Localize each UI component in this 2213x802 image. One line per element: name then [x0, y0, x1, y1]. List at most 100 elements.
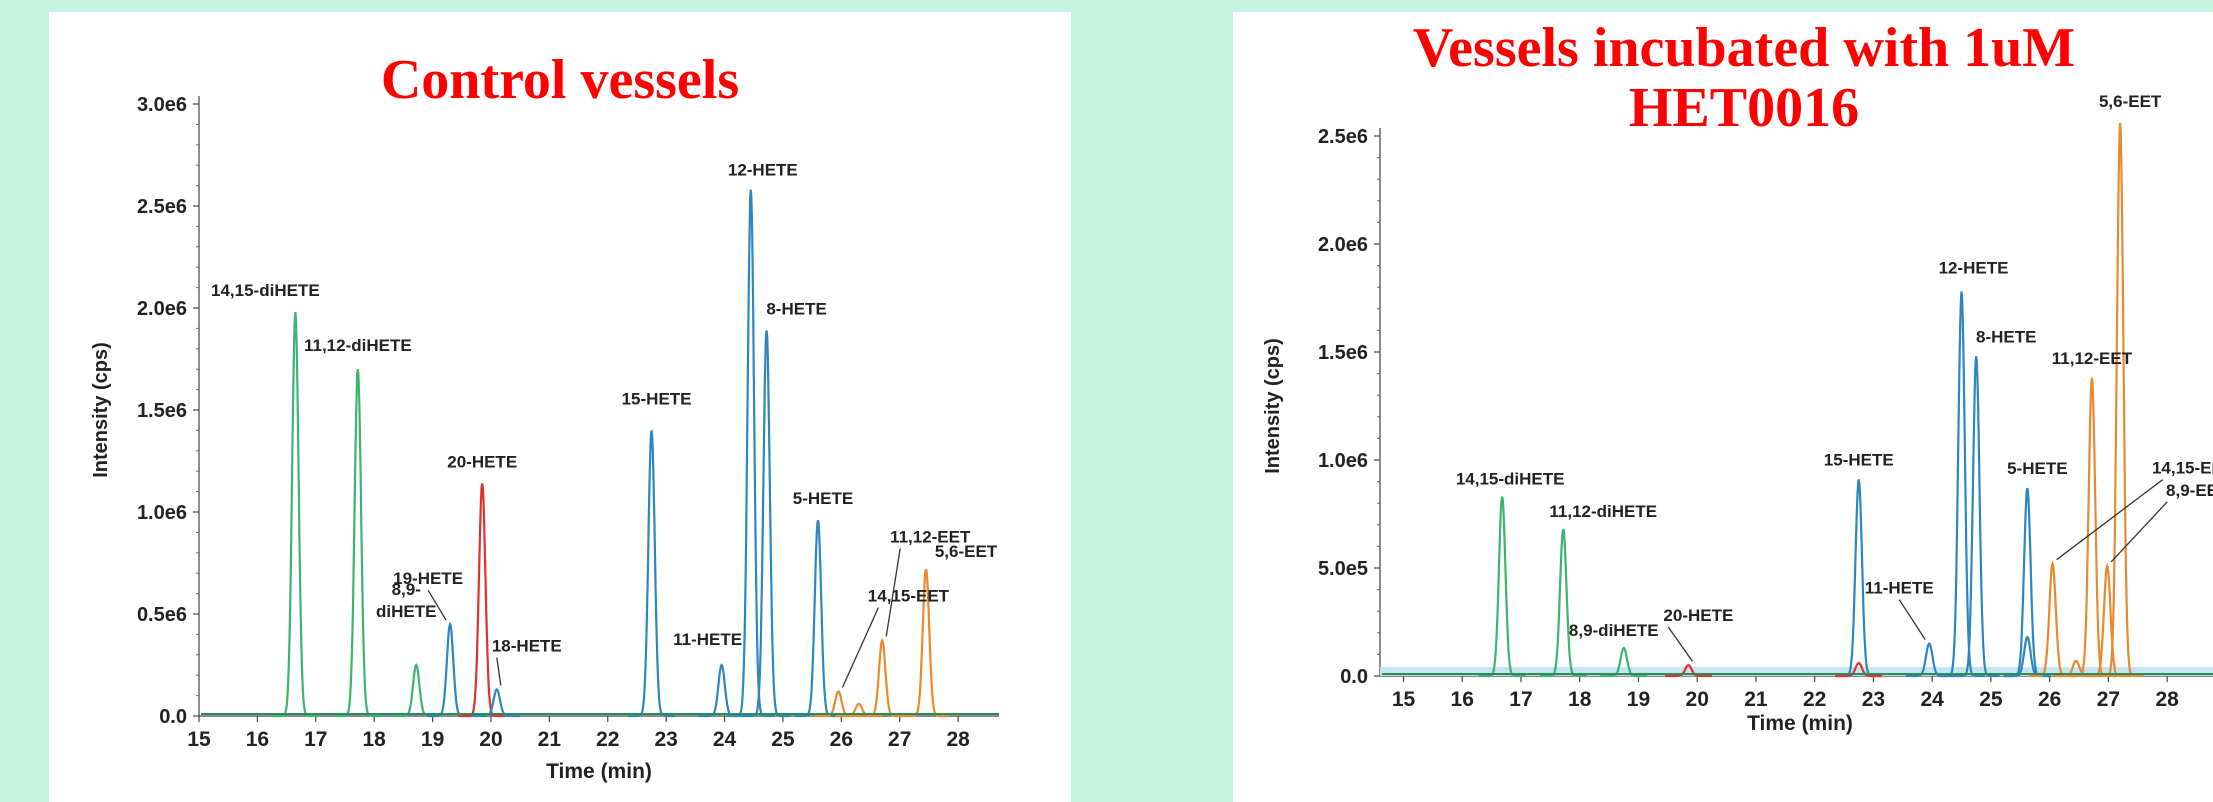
peak-label: 15-HETE [1824, 450, 1894, 469]
peak-trace [473, 688, 521, 718]
peak-label: 5,6-EET [2099, 92, 2162, 111]
x-tick-label: 23 [654, 728, 677, 751]
x-tick-label: 25 [771, 728, 795, 751]
x-tick-label: 18 [1568, 688, 1592, 711]
x-tick-label: 19 [1627, 688, 1650, 711]
x-tick-label: 27 [888, 728, 911, 751]
chromatogram-het0016: 0.0 5.0e5 1.0e6 1.5e6 2.0e6 2.5e6 15 16 17 18 19 20… [1262, 92, 2213, 735]
x-tick-label: 16 [246, 728, 269, 751]
chromatogram-control: 0.0 0.5e6 1.0e6 1.5e6 2.0e6 2.5e6 3.0e6 15 16 17 1… [90, 94, 999, 783]
x-tick-label: 21 [538, 728, 562, 751]
peak-trace [1664, 664, 1712, 678]
peak-label: 8-HETE [766, 299, 826, 318]
x-tick-label: 26 [830, 728, 853, 751]
baseline-band [1380, 667, 2213, 676]
chart-title-line-2: HET0016 [1628, 77, 1860, 139]
peak-trace [628, 430, 675, 718]
x-tick-label: 25 [1979, 688, 2003, 711]
peak-leader-line [1667, 626, 1693, 662]
peak-trace [458, 483, 506, 718]
peak-label: 8-HETE [1976, 327, 2036, 346]
peak-trace [698, 663, 745, 718]
x-tick-label: 22 [1803, 688, 1826, 711]
x-tick-label: 21 [1744, 688, 1768, 711]
peak-label: 11,12-diHETE [304, 336, 412, 355]
y-tick-label: 1.0e6 [137, 502, 187, 524]
x-tick-label: 16 [1451, 688, 1474, 711]
x-tick-label: 24 [1920, 688, 1944, 711]
peak-trace [727, 189, 775, 718]
peak-label: 5-HETE [793, 489, 853, 508]
y-tick-label: 1.5e6 [137, 400, 187, 422]
x-tick-label: 26 [2038, 688, 2061, 711]
peak-label: 14,15-EET [2152, 459, 2213, 478]
x-tick-label: 18 [363, 728, 387, 751]
peak-label: 11-HETE [1865, 579, 1934, 598]
peak-leader-line [2056, 479, 2163, 561]
peak-label: 19-HETE [393, 569, 463, 588]
peak-label: 11,12-EET [890, 528, 971, 547]
x-tick-label: 20 [1686, 688, 1709, 711]
peak-trace [2083, 562, 2131, 678]
peak-trace [272, 312, 319, 718]
y-tick-label: 5.0e5 [1318, 558, 1368, 580]
peak-trace [1539, 528, 1587, 678]
x-tick-label: 24 [713, 728, 737, 751]
y-tick-label: 0.5e6 [137, 604, 187, 626]
peak-label: 12-HETE [1939, 259, 2009, 278]
peak-trace [815, 690, 862, 718]
y-tick-label: 3.0e6 [137, 94, 187, 116]
peak-trace [858, 637, 906, 718]
y-tick-label: 2.5e6 [1318, 126, 1368, 148]
peak-label: 14,15-diHETE [211, 281, 320, 300]
y-tick-label: 0.0 [1340, 666, 1368, 688]
peak-trace [392, 663, 440, 718]
x-tick-label: 20 [479, 728, 502, 751]
peak-label: 20-HETE [447, 452, 517, 471]
y-axis-label: Intensity (cps) [1262, 338, 1284, 474]
peak-trace [2029, 560, 2077, 678]
x-tick-label: 27 [2097, 688, 2120, 711]
x-tick-label: 17 [304, 728, 327, 751]
peak-label: 8,9-diHETE [1569, 621, 1659, 640]
peak-trace [1600, 646, 1648, 678]
peak-leader-line [496, 657, 502, 686]
peak-trace [1835, 661, 1883, 678]
x-tick-label: 19 [421, 728, 444, 751]
x-tick-label: 28 [946, 728, 970, 751]
x-axis-label: Time (min) [1747, 712, 1853, 735]
peak-trace [743, 330, 790, 718]
chart-title-line-1: Vessels incubated with 1uM [1412, 17, 2076, 79]
x-tick-label: 22 [596, 728, 619, 751]
peak-trace [2096, 122, 2144, 678]
peak-trace [902, 568, 950, 718]
peak-leader-line [841, 607, 880, 688]
peak-trace [835, 702, 883, 718]
x-tick-label: 23 [1862, 688, 1885, 711]
peak-label: 8,9- [392, 580, 421, 599]
chart-panel-control: Control vessels 0.0 0.5e6 1.0e6 1.5e6 2.0e6 2… [49, 12, 1071, 802]
peak-label: 11,12-EET [2052, 349, 2133, 368]
peak-label: 18-HETE [492, 636, 562, 655]
peak-label: 20-HETE [1663, 606, 1733, 625]
y-axis-label: Intensity (cps) [90, 342, 112, 478]
peak-label: 11-HETE [673, 630, 742, 649]
y-tick-label: 0.0 [159, 706, 187, 728]
peak-label: 5-HETE [2007, 459, 2067, 478]
peak-trace [794, 519, 842, 718]
peak-label: 14,15-EET [868, 587, 950, 606]
peak-leader-line [885, 548, 901, 637]
peak-trace [426, 621, 474, 718]
y-tick-label: 1.0e6 [1318, 450, 1368, 472]
peak-trace [2068, 377, 2116, 678]
y-tick-label: 1.5e6 [1318, 342, 1368, 364]
peak-leader-line [1898, 599, 1926, 640]
peak-label: 15-HETE [622, 389, 692, 408]
peak-label: 12-HETE [728, 161, 798, 180]
peak-trace [1478, 496, 1526, 678]
x-axis-label: Time (min) [546, 760, 652, 783]
peak-leader-line [2110, 501, 2168, 563]
x-tick-label: 28 [2155, 688, 2179, 711]
chart-title-het0016: Vessels incubated with 1uM HET0016 [1233, 18, 2213, 138]
peak-trace [334, 369, 382, 718]
